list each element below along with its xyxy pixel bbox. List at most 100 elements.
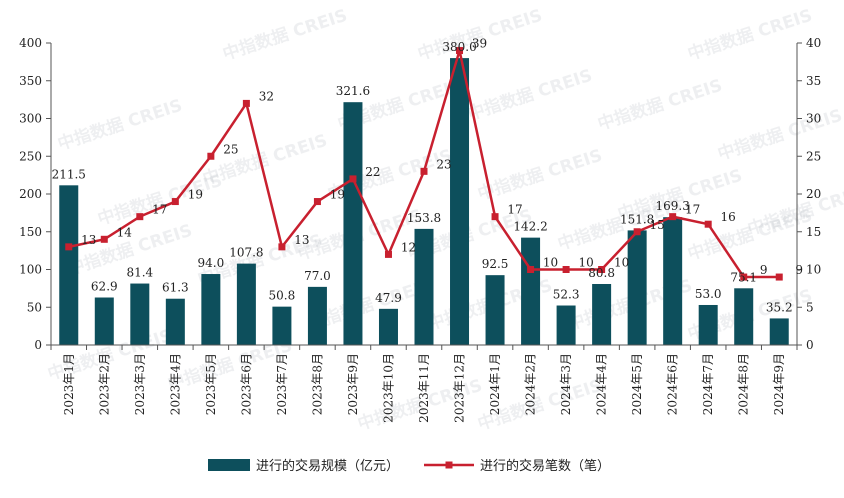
bar-7 xyxy=(272,306,292,345)
line-value-label: 14 xyxy=(117,225,133,239)
watermark-text: 中指数据 CREIS xyxy=(595,75,725,135)
line-value-label: 17 xyxy=(507,203,522,217)
bar-value-label: 321.6 xyxy=(336,84,370,98)
line-value-label: 25 xyxy=(223,142,238,156)
bar-value-label: 61.3 xyxy=(162,281,189,295)
line-marker-17 xyxy=(633,228,641,236)
bar-17 xyxy=(627,230,647,345)
y-right-tick-label: 15 xyxy=(806,225,821,239)
y-left-tick-label: 100 xyxy=(19,263,42,277)
bar-value-label: 50.8 xyxy=(269,289,296,303)
line-value-label: 9 xyxy=(795,263,803,277)
bar-16 xyxy=(592,283,612,345)
line-marker-16 xyxy=(598,266,606,273)
line-value-label: 16 xyxy=(721,210,736,224)
line-value-label: 10 xyxy=(578,256,593,270)
bar-value-label: 77.0 xyxy=(304,269,331,283)
x-tick-label: 2023年9月 xyxy=(346,353,360,415)
x-tick-label: 2023年5月 xyxy=(204,353,218,415)
line-series xyxy=(65,47,783,281)
line-marker-14 xyxy=(527,266,535,273)
bar-value-label: 81.4 xyxy=(126,266,153,280)
bar-13 xyxy=(485,275,505,345)
legend: 进行的交易规模（亿元） 进行的交易笔数（笔） xyxy=(208,458,610,474)
line-value-label: 23 xyxy=(436,157,451,171)
line-value-label: 9 xyxy=(760,263,768,277)
y-right-tick-label: 40 xyxy=(806,36,821,50)
bar-value-label: 211.5 xyxy=(52,167,86,181)
y-right-tick-label: 0 xyxy=(806,338,814,352)
y-right-tick-label: 5 xyxy=(806,300,814,314)
line-value-label: 17 xyxy=(685,203,700,217)
line-marker-19 xyxy=(704,220,712,228)
x-tick-label: 2023年1月 xyxy=(62,353,76,415)
watermark-text: 中指数据 CREIS xyxy=(55,95,185,155)
line-value-label: 15 xyxy=(650,218,665,232)
bar-9 xyxy=(343,102,363,345)
watermark-text: 中指数据 CREIS xyxy=(465,65,595,125)
bar-value-label: 35.2 xyxy=(766,300,793,314)
line-value-label: 32 xyxy=(259,89,274,103)
bar-5 xyxy=(201,274,221,345)
bar-value-label: 62.9 xyxy=(91,280,118,294)
bar-12 xyxy=(450,58,470,345)
line-value-label: 13 xyxy=(294,233,309,247)
x-tick-label: 2023年6月 xyxy=(239,353,253,415)
y-left-tick-label: 200 xyxy=(19,187,42,201)
bar-value-label: 75.1 xyxy=(730,270,757,284)
bar-value-label: 153.8 xyxy=(407,211,441,225)
x-tick-label: 2024年3月 xyxy=(559,353,573,415)
line-marker-7 xyxy=(278,243,286,251)
line-marker-10 xyxy=(384,250,392,258)
legend-bar-swatch xyxy=(208,459,250,471)
line-marker-21 xyxy=(775,273,783,281)
line-marker-3 xyxy=(136,213,144,221)
y-left-tick-label: 0 xyxy=(34,338,42,352)
bar-3 xyxy=(130,283,150,345)
line-value-label: 10 xyxy=(614,256,629,270)
watermark-text: 中指数据 CREIS xyxy=(475,145,605,205)
line-value-label: 12 xyxy=(401,240,416,254)
axes: 0 50 100 150 200 250 300 350 400 0 5 10 15 20 25 30 35 40… xyxy=(19,36,821,423)
bar-series xyxy=(59,58,789,345)
x-tick-label: 2024年6月 xyxy=(666,353,680,415)
y-right-tick-label: 20 xyxy=(806,187,821,201)
legend-line-label: 进行的交易笔数（笔） xyxy=(480,458,610,474)
line-marker-8 xyxy=(313,198,321,206)
x-tick-label: 2023年10月 xyxy=(381,353,395,423)
line-value-label: 19 xyxy=(188,188,203,202)
y-left-tick-label: 150 xyxy=(19,225,42,239)
data-labels: 211.5 62.9 81.4 61.3 94.0 107.8 50.8 77.0 321.6 4… xyxy=(52,37,803,315)
bar-value-label: 107.8 xyxy=(229,246,263,260)
x-tick-label: 2024年5月 xyxy=(630,353,644,415)
y-left-tick-label: 400 xyxy=(19,36,42,50)
line-marker-18 xyxy=(669,213,677,221)
bar-value-label: 151.8 xyxy=(620,212,654,226)
line-value-label: 10 xyxy=(543,256,558,270)
y-right-tick-label: 10 xyxy=(806,263,821,277)
line-value-label: 13 xyxy=(81,233,96,247)
bar-20 xyxy=(734,288,754,345)
line-value-label: 19 xyxy=(330,188,345,202)
line-value-label: 39 xyxy=(472,37,487,51)
bar-value-label: 52.3 xyxy=(553,288,580,302)
bar-value-label: 169.3 xyxy=(655,199,689,213)
bar-11 xyxy=(414,228,434,345)
line-marker-11 xyxy=(420,167,428,175)
bar-8 xyxy=(307,286,327,345)
line-marker-5 xyxy=(207,152,215,160)
y-right-tick-label: 30 xyxy=(806,112,821,126)
bar-4 xyxy=(165,298,185,345)
legend-line-marker xyxy=(445,461,453,469)
x-tick-label: 2024年4月 xyxy=(595,353,609,415)
watermark-text: 中指数据 CREIS xyxy=(685,5,815,65)
legend-bar-label: 进行的交易规模（亿元） xyxy=(256,458,399,474)
bar-18 xyxy=(663,217,683,345)
line-marker-12 xyxy=(456,47,464,55)
bar-21 xyxy=(769,318,789,345)
line-marker-20 xyxy=(740,273,748,281)
bar-value-label: 92.5 xyxy=(482,257,509,271)
y-left-tick-label: 50 xyxy=(27,300,42,314)
x-tick-label: 2024年2月 xyxy=(524,353,538,415)
